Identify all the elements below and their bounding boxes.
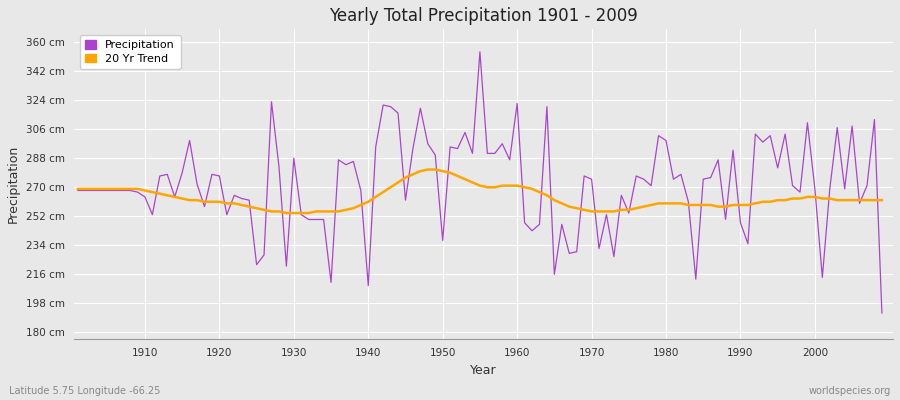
X-axis label: Year: Year bbox=[471, 364, 497, 377]
Title: Yearly Total Precipitation 1901 - 2009: Yearly Total Precipitation 1901 - 2009 bbox=[329, 7, 638, 25]
Y-axis label: Precipitation: Precipitation bbox=[7, 145, 20, 223]
Legend: Precipitation, 20 Yr Trend: Precipitation, 20 Yr Trend bbox=[80, 35, 181, 70]
Text: worldspecies.org: worldspecies.org bbox=[809, 386, 891, 396]
Text: Latitude 5.75 Longitude -66.25: Latitude 5.75 Longitude -66.25 bbox=[9, 386, 160, 396]
